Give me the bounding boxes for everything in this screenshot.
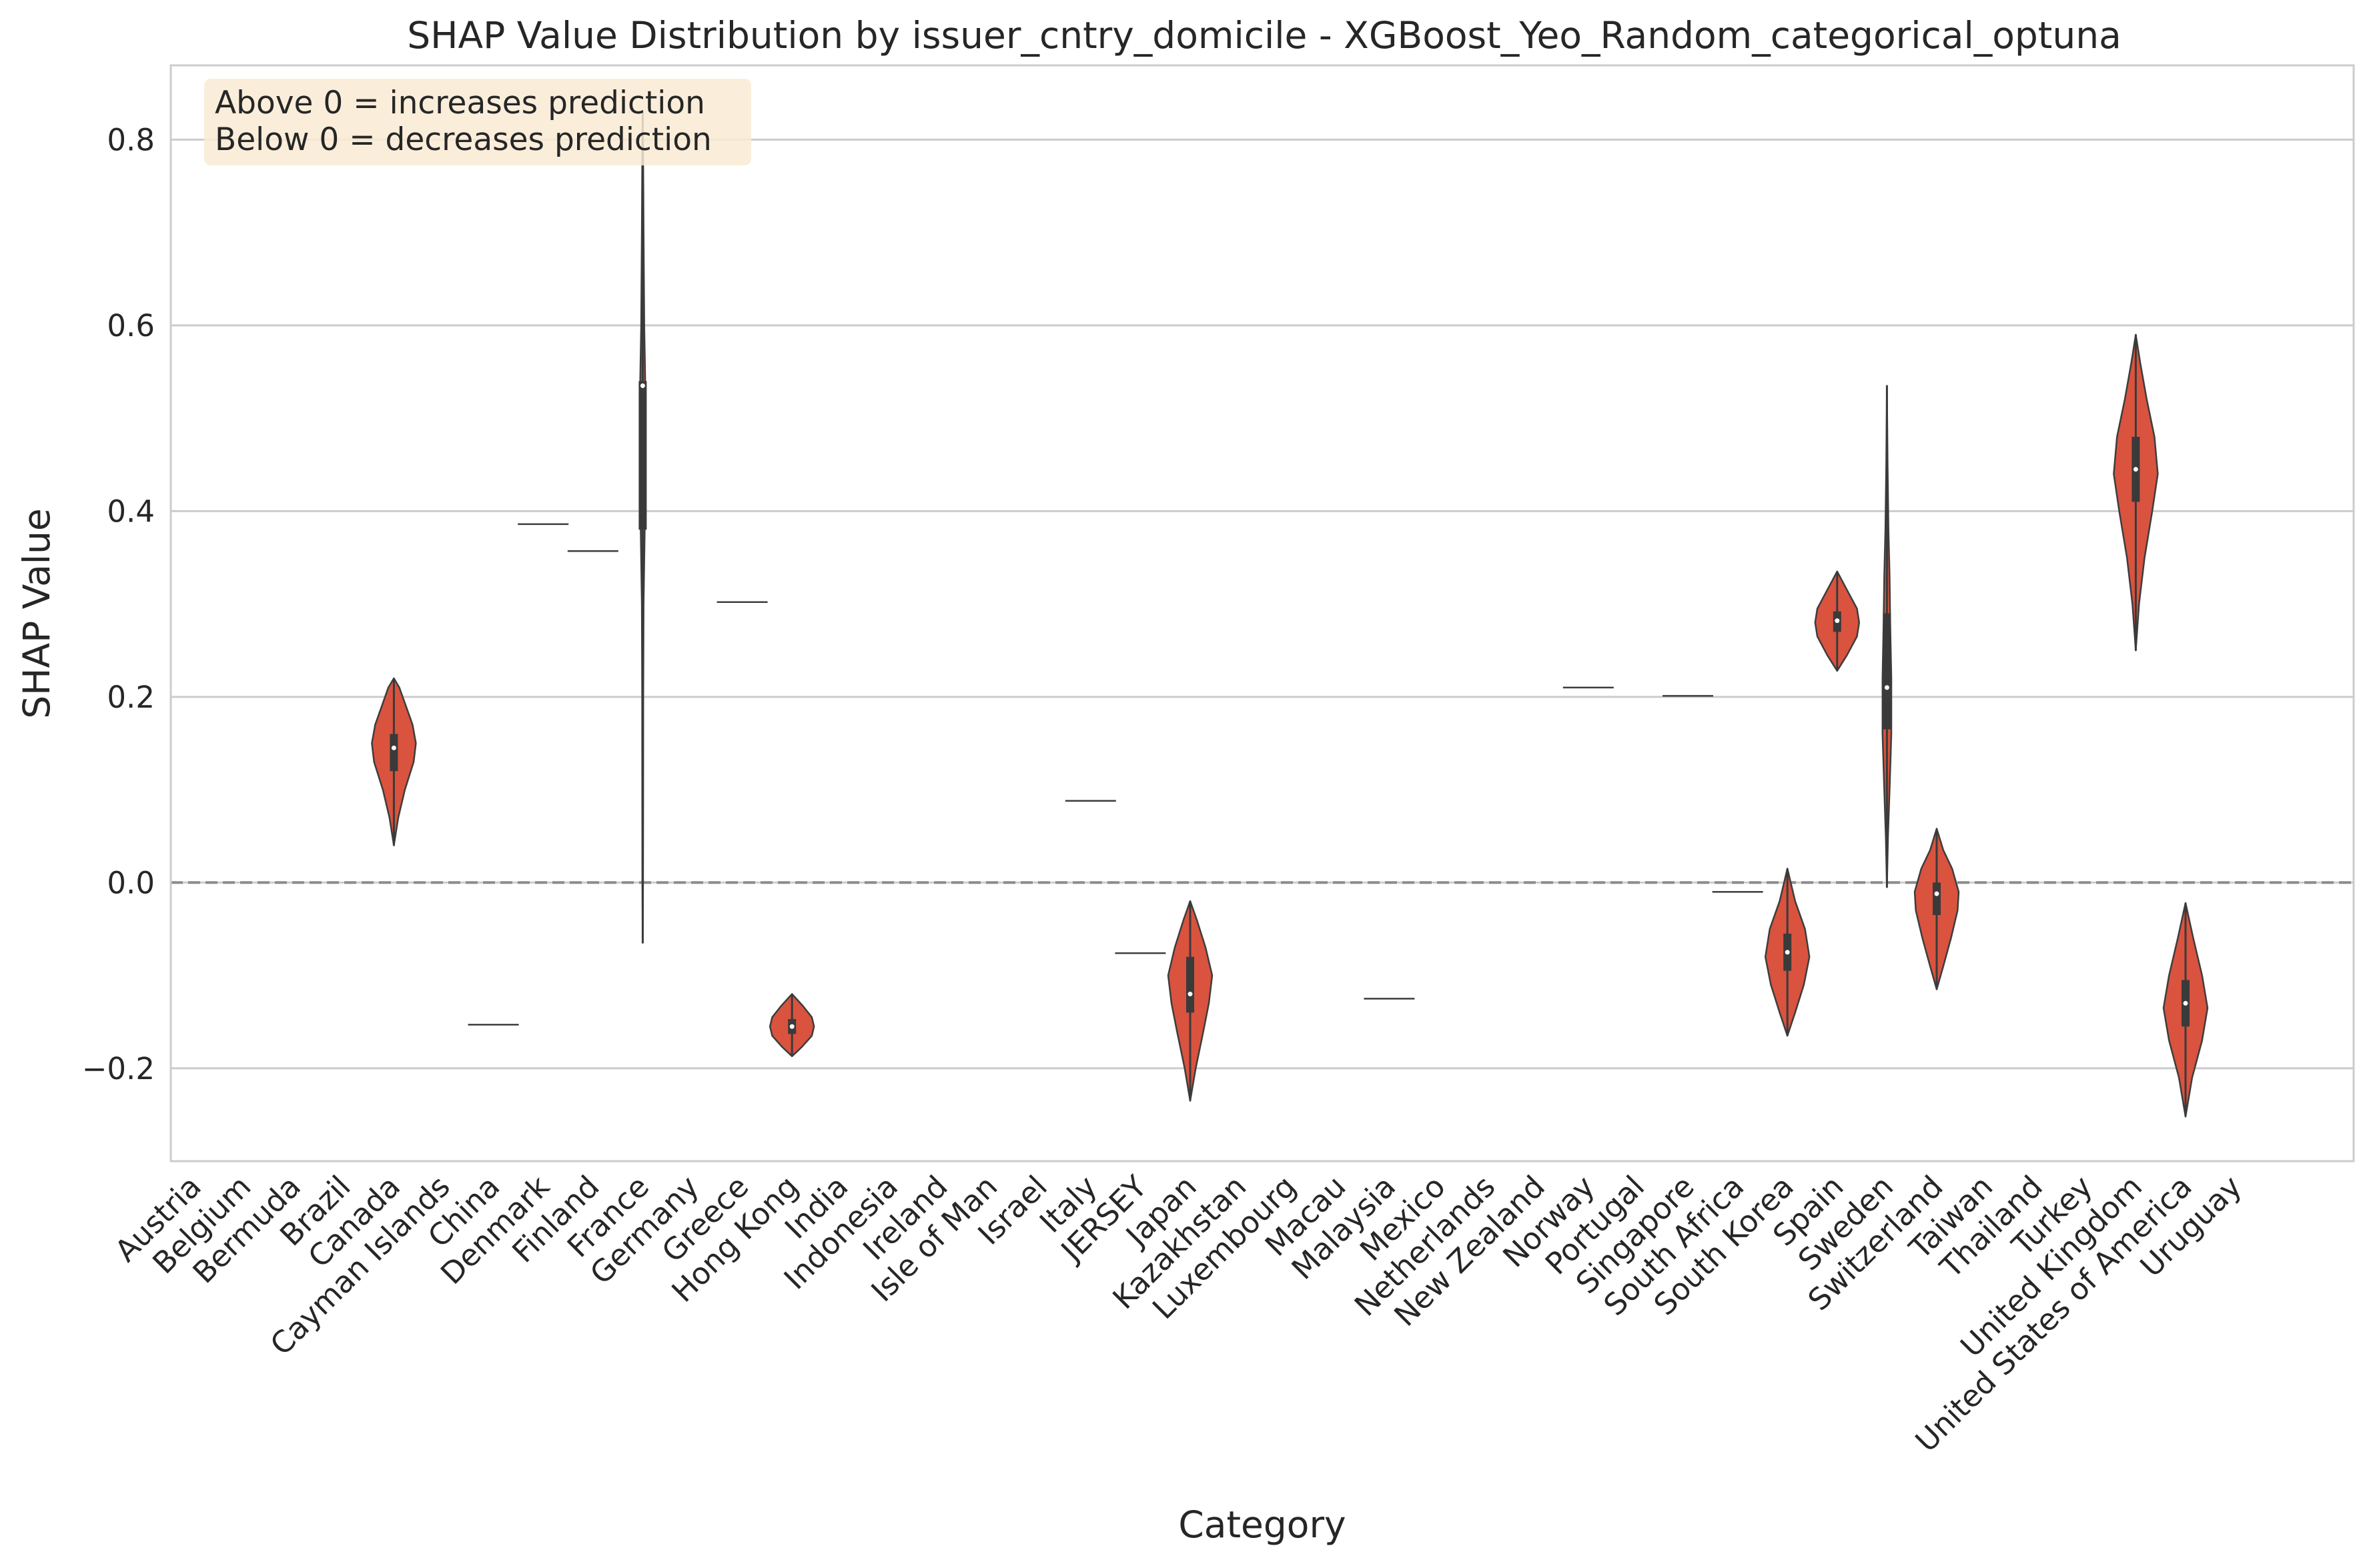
violin-median xyxy=(1785,950,1790,955)
y-tick-label: 0.8 xyxy=(107,122,155,157)
violin-median xyxy=(640,383,645,388)
y-axis-label: SHAP Value xyxy=(15,508,58,719)
violin-box xyxy=(1883,613,1891,730)
violin-median xyxy=(391,745,396,750)
violin-median xyxy=(1835,618,1840,624)
y-tick-label: 0.6 xyxy=(107,308,155,343)
y-tick-label: 0.2 xyxy=(107,680,155,715)
plot-frame xyxy=(169,64,2355,1162)
x-axis-label: Category xyxy=(1178,1503,1346,1546)
violin-median xyxy=(2183,1000,2188,1006)
violin-median xyxy=(1884,685,1889,690)
annotation-background xyxy=(204,79,751,165)
violin-median xyxy=(789,1024,795,1029)
y-tick-label: −0.2 xyxy=(82,1051,155,1086)
chart-title: SHAP Value Distribution by issuer_cntry_… xyxy=(407,14,2121,57)
violin-box xyxy=(1186,956,1194,1013)
violin-box xyxy=(1933,882,1941,916)
violin-box xyxy=(390,734,398,772)
plot-area xyxy=(171,65,2354,1161)
y-tick-label: 0.4 xyxy=(107,494,155,529)
violin-median xyxy=(1934,891,1939,896)
violin-median xyxy=(2133,467,2138,472)
y-axis: −0.2 0.0 0.2 0.4 0.6 0.8 xyxy=(82,122,155,1086)
violin-box xyxy=(638,381,647,530)
y-tick-label: 0.0 xyxy=(107,865,155,900)
annotation-box: Above 0 = increases prediction Below 0 =… xyxy=(204,79,751,165)
grid xyxy=(171,138,2354,1070)
violin-median xyxy=(1188,991,1193,996)
annotation-line-2: Below 0 = decreases prediction xyxy=(215,121,712,158)
annotation-line-1: Above 0 = increases prediction xyxy=(215,85,705,121)
